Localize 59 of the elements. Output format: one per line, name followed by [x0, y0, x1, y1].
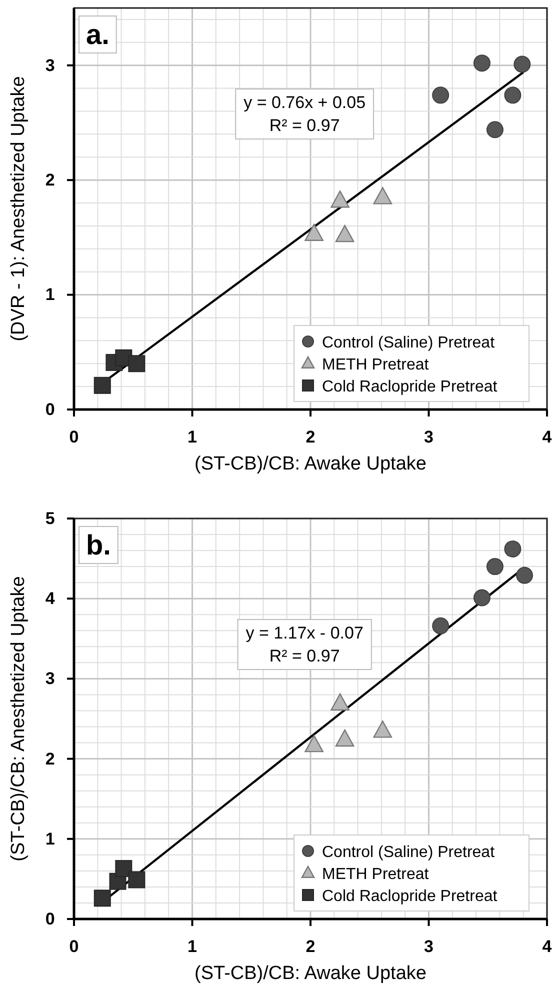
x-tick-label: 0	[69, 936, 79, 956]
chart-title: a.	[86, 19, 110, 50]
chart-title: b.	[86, 530, 111, 560]
x-axis-title: (ST-CB)/CB: Awake Uptake	[194, 454, 426, 474]
legend-label: Control (Saline) Pretreat	[322, 844, 496, 861]
point	[373, 187, 392, 204]
legend-label: Cold Raclopride Pretreat	[322, 378, 498, 396]
point	[516, 566, 534, 584]
point	[304, 734, 324, 752]
x-axis-title: (ST-CB)/CB: Awake Uptake	[194, 963, 426, 984]
point	[486, 121, 504, 138]
legend-label: METH Pretreat	[322, 866, 430, 883]
y-tick-label: 1	[45, 829, 55, 848]
point	[432, 86, 450, 104]
legend-label: METH Pretreat	[322, 356, 430, 374]
y-tick-label: 1	[45, 285, 55, 304]
annotation: y = 0.76x + 0.05	[244, 93, 366, 112]
y-tick-label: 5	[45, 508, 55, 528]
point	[473, 589, 490, 606]
point	[304, 224, 324, 241]
point	[330, 693, 350, 711]
point	[94, 376, 111, 394]
point	[514, 56, 531, 73]
y-axis-title: (ST-CB)/CB: Anesthetized Uptake	[8, 576, 29, 862]
x-tick-label: 4	[542, 936, 552, 956]
y-tick-label: 0	[45, 909, 55, 928]
y-axis-title: (DVR - 1): Anesthetized Uptake	[8, 76, 29, 342]
y-tick-label: 0	[45, 400, 55, 419]
point	[432, 617, 450, 634]
x-tick-label: 1	[188, 427, 197, 446]
point	[128, 355, 146, 372]
annotation: R² = 0.97	[269, 646, 340, 666]
y-tick-label: 2	[45, 749, 55, 768]
x-tick-label: 2	[306, 936, 316, 956]
y-tick-label: 4	[45, 589, 56, 608]
annotation: y = 1.17x - 0.07	[246, 624, 364, 642]
x-tick-label: 0	[69, 427, 79, 446]
x-tick-label: 3	[424, 936, 434, 956]
point	[128, 871, 146, 888]
legend-label: Cold Raclopride Pretreat	[322, 888, 498, 905]
point	[473, 54, 490, 72]
point	[335, 729, 354, 747]
point	[486, 558, 504, 576]
x-tick-label: 2	[306, 427, 316, 446]
point	[94, 890, 111, 907]
legend-label: Control (Saline) Pretreat	[322, 334, 496, 352]
point	[504, 540, 522, 558]
point	[504, 86, 522, 104]
point	[373, 720, 392, 738]
annotation: R² = 0.97	[269, 116, 340, 135]
y-tick-label: 3	[45, 669, 55, 688]
x-tick-label: 4	[542, 427, 552, 446]
point	[335, 224, 354, 242]
y-tick-label: 2	[45, 170, 55, 190]
x-tick-label: 1	[188, 936, 197, 956]
x-tick-label: 3	[424, 427, 434, 446]
point	[115, 860, 132, 878]
point	[330, 190, 350, 208]
y-tick-label: 3	[45, 56, 55, 75]
